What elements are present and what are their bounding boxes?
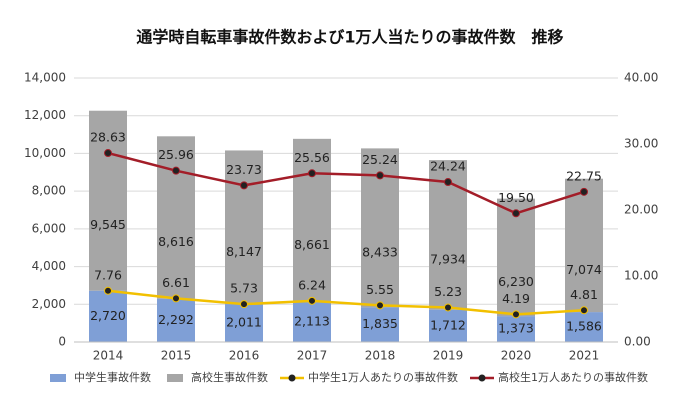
line-marker: [240, 181, 248, 190]
legend-label: 高校生1万人あたりの事故件数: [498, 370, 648, 384]
line: [107, 151, 585, 215]
bar: [361, 307, 399, 342]
line-value-label: 25.56: [294, 150, 330, 165]
line-marker: [444, 303, 452, 312]
y-tick-label: 14,000: [24, 71, 66, 85]
x-tick-label: 2018: [365, 349, 396, 363]
legend-swatch: [478, 374, 486, 382]
y-tick-label: 10,000: [24, 146, 66, 160]
bar: [565, 178, 603, 313]
bar-value-label: 1,712: [430, 317, 466, 332]
x-tick-label: 2017: [297, 349, 328, 363]
line-value-label: 22.75: [566, 168, 602, 183]
y2-tick-label: 30.00: [624, 137, 658, 151]
line-marker: [240, 300, 248, 309]
bar: [89, 290, 127, 342]
bar-value-label: 2,292: [158, 312, 194, 327]
line-value-label: 4.81: [570, 287, 598, 302]
line: [107, 289, 585, 316]
line-marker: [376, 301, 384, 310]
y2-tick-label: 20.00: [624, 203, 658, 217]
x-tick-label: 2021: [569, 349, 600, 363]
line-value-label: 5.23: [434, 284, 462, 299]
bar: [157, 298, 195, 342]
bar-value-label: 6,230: [498, 274, 534, 289]
y-tick-label: 8,000: [32, 184, 66, 198]
bar: [497, 316, 535, 342]
bar-value-label: 8,433: [362, 244, 398, 259]
line-marker: [308, 169, 316, 178]
bar: [89, 110, 127, 291]
y-tick-label: 12,000: [24, 108, 66, 122]
x-tick-label: 2015: [161, 349, 192, 363]
line-marker: [512, 209, 520, 218]
bar-value-label: 2,113: [294, 314, 330, 329]
legend-swatch: [167, 374, 183, 382]
y-tick-label: 2,000: [32, 297, 66, 311]
line-marker: [512, 310, 520, 319]
legend-label: 中学生1万人あたりの事故件数: [308, 370, 458, 384]
line-value-label: 5.55: [366, 282, 394, 297]
bar-value-label: 7,934: [430, 251, 466, 266]
bar-value-label: 8,147: [226, 244, 262, 259]
line-value-label: 24.24: [430, 159, 466, 174]
bar-value-label: 8,616: [158, 234, 194, 249]
bar-value-label: 2,720: [90, 308, 126, 323]
bar-value-label: 9,545: [90, 217, 126, 232]
line-marker: [172, 166, 180, 175]
bar-value-label: 1,586: [566, 319, 602, 334]
bar: [565, 312, 603, 342]
bar: [497, 198, 535, 317]
x-tick-label: 2016: [229, 349, 260, 363]
bar: [157, 136, 195, 299]
line-value-label: 25.24: [362, 152, 398, 167]
legend-label: 高校生事故件数: [191, 370, 268, 384]
chart-title: 通学時自転車事故件数および1万人当たりの事故件数 推移: [136, 28, 563, 47]
y2-tick-label: 10.00: [624, 269, 658, 283]
bar: [225, 304, 263, 342]
y-tick-label: 0: [58, 335, 66, 349]
line-marker: [308, 296, 316, 305]
bar: [293, 302, 331, 342]
line-value-label: 28.63: [90, 130, 126, 145]
legend-label: 中学生事故件数: [74, 370, 151, 384]
line-marker: [580, 306, 588, 315]
line-value-label: 23.73: [226, 162, 262, 177]
line-value-label: 7.76: [94, 267, 122, 282]
line-value-label: 4.19: [502, 291, 530, 306]
line-marker: [444, 178, 452, 187]
y2-tick-label: 40.00: [624, 71, 658, 85]
bar: [225, 150, 263, 305]
line-value-label: 5.73: [230, 281, 258, 296]
line-marker: [580, 187, 588, 196]
bar: [293, 138, 331, 303]
x-tick-label: 2020: [501, 349, 532, 363]
bar-value-label: 2,011: [226, 315, 262, 330]
y2-tick-label: 0.00: [624, 335, 651, 349]
y-tick-label: 6,000: [32, 221, 66, 235]
bar: [429, 309, 467, 342]
bar-value-label: 7,074: [566, 262, 602, 277]
legend-swatch: [288, 374, 296, 382]
bar-value-label: 1,373: [498, 321, 534, 336]
legend-swatch: [50, 374, 66, 382]
line-marker: [376, 171, 384, 180]
bar-value-label: 8,661: [294, 237, 330, 252]
line-value-label: 6.24: [298, 277, 326, 292]
line-value-label: 25.96: [158, 147, 194, 162]
line-value-label: 6.61: [162, 275, 190, 290]
bar-value-label: 1,835: [362, 316, 398, 331]
line-marker: [104, 286, 112, 295]
x-tick-label: 2014: [93, 349, 124, 363]
x-tick-label: 2019: [433, 349, 464, 363]
y-tick-label: 4,000: [32, 259, 66, 273]
line-marker: [172, 294, 180, 303]
line-value-label: 19.50: [498, 190, 534, 205]
line-marker: [104, 149, 112, 158]
